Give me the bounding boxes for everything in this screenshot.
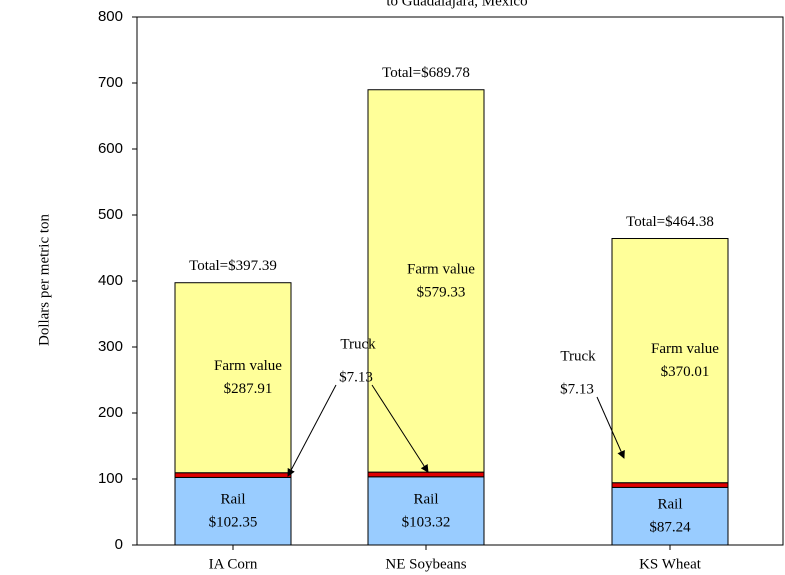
annotation-value: $7.13 (339, 369, 373, 385)
bar-segment (174, 282, 292, 474)
y-tick-label: 400 (98, 272, 123, 289)
data-label: $103.32 (402, 514, 451, 530)
annotation-value: $7.13 (560, 381, 594, 397)
annotation-arrow (371, 384, 429, 473)
annotation-arrow (596, 396, 625, 459)
segment-name: Rail (658, 497, 683, 513)
annotation-label: Truck (560, 348, 596, 364)
data-label: $87.24 (649, 520, 691, 536)
bar-segment (367, 476, 485, 546)
bar-segment (367, 471, 485, 478)
segment-name: Farm value (407, 261, 475, 277)
y-tick-label: 500 (98, 206, 123, 223)
segment-name: Rail (221, 492, 246, 508)
data-label: $287.91 (224, 381, 273, 397)
y-tick-label: 300 (98, 338, 123, 355)
segment-name: Rail (414, 491, 439, 507)
x-tick-label: NE Soybeans (385, 556, 466, 572)
data-label: $579.33 (417, 284, 466, 300)
y-tick-label: 700 (98, 74, 123, 91)
annotation-label: Truck (340, 336, 376, 352)
total-label: Total=$689.78 (382, 65, 470, 81)
bar-segment (367, 89, 485, 473)
chart-title: to Guadalajara, Mexico (386, 0, 527, 9)
data-label: $370.01 (661, 364, 710, 380)
x-tick-label: KS Wheat (639, 556, 702, 572)
y-tick-label: 0 (115, 536, 123, 553)
y-tick-label: 200 (98, 404, 123, 421)
y-axis-label: Dollars per metric ton (36, 213, 52, 346)
y-tick-label: 100 (98, 470, 123, 487)
total-label: Total=$397.39 (189, 258, 277, 274)
bar-segment (611, 238, 729, 484)
bar-segment (611, 482, 729, 488)
annotation-arrow (287, 384, 337, 477)
total-label: Total=$464.38 (626, 214, 714, 230)
x-tick-label: IA Corn (209, 556, 258, 572)
y-tick-label: 600 (98, 140, 123, 157)
bar-segment (174, 472, 292, 478)
y-tick-label: 800 (98, 8, 123, 25)
bar-segment (611, 486, 729, 546)
segment-name: Farm value (214, 358, 282, 374)
data-label: $102.35 (209, 515, 258, 531)
segment-name: Farm value (651, 341, 719, 357)
bar-segment (174, 476, 292, 546)
